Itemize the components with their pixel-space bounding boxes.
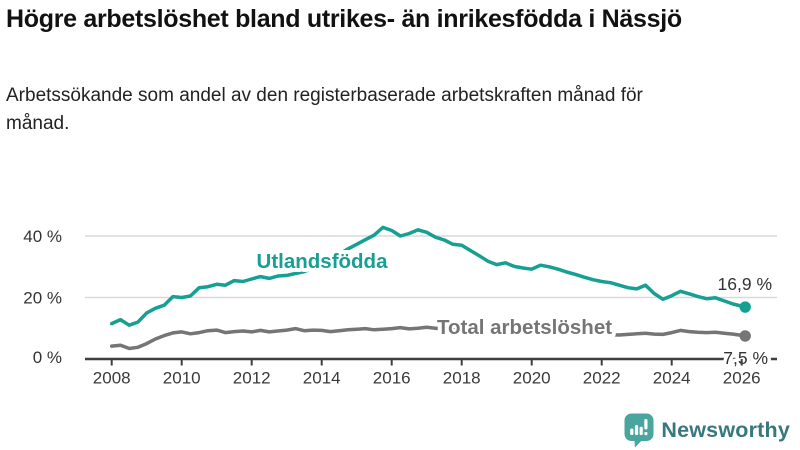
page-subtitle: Arbetssökande som andel av den registerb… (6, 85, 643, 134)
logo-bubble (624, 413, 654, 447)
x-axis-label: 2018 (443, 369, 481, 388)
series-label-total-arbetsloshet: Total arbetslöshet (437, 316, 612, 339)
chart-tick-marks: 2008 2010 2012 2014 2016 2018 2020 2022 2024 2026 (93, 359, 761, 388)
x-axis-label: 2012 (233, 369, 271, 388)
x-axis-label: 2016 (373, 369, 411, 388)
series-line-utlandsfodda (109, 225, 747, 327)
x-axis-label: 2022 (583, 369, 621, 388)
series-label-utlandsfodda: Utlandsfödda (257, 250, 389, 273)
x-axis-label: 2008 (93, 369, 131, 388)
y-axis-label: 40 % (23, 227, 62, 246)
x-axis-label: 2024 (653, 369, 691, 388)
chart-svg: 0 % 20 % 40 % Utlandsfödda Total arbetslös… (23, 225, 777, 388)
page-title: Högre arbetslöshet bland utrikes- än inr… (6, 5, 682, 33)
y-axis-label: 20 % (23, 289, 62, 308)
series-line-total (109, 325, 747, 351)
x-axis-label: 2026 (723, 369, 761, 388)
series-end-dot-utlandsfodda (739, 301, 751, 313)
brand-footer: Newsworthy (624, 412, 790, 448)
x-axis-label: 2014 (303, 369, 341, 388)
newsworthy-logo-icon (624, 413, 654, 447)
brand-name: Newsworthy (661, 417, 790, 442)
series-end-dot-total (739, 330, 751, 342)
header: Högre arbetslöshet bland utrikes- än inr… (6, 0, 790, 138)
y-axis-label: 0 % (33, 348, 62, 367)
value-label-total-arbetsloshet: 7,5 % (723, 348, 768, 368)
logo-bars-icon (630, 418, 648, 435)
x-axis-label: 2010 (163, 369, 201, 388)
line-chart: 0 % 20 % 40 % Utlandsfödda Total arbetslös… (0, 195, 800, 400)
x-axis-label: 2020 (513, 369, 551, 388)
chart-series (109, 225, 751, 351)
value-label-utlandsfodda: 16,9 % (718, 274, 772, 294)
